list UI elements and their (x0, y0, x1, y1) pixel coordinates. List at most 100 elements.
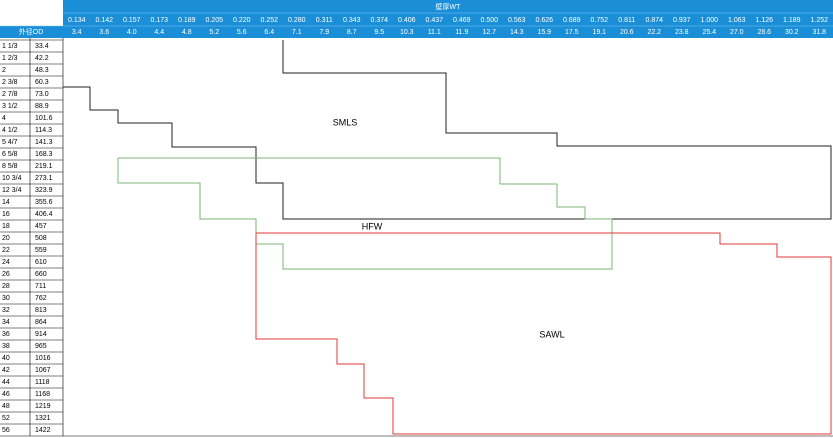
wt-inch: 0.343 (343, 17, 361, 24)
od-inch: 2 (2, 67, 6, 74)
wt-inch: 1.126 (755, 17, 773, 24)
smls-boundary (63, 40, 832, 220)
od-mm: 864 (35, 319, 47, 326)
od-mm: 1321 (35, 415, 51, 422)
od-mm: 660 (35, 271, 47, 278)
wt-mm: 7.1 (292, 29, 302, 36)
od-inch: 32 (2, 307, 10, 314)
wt-inch: 0.811 (618, 17, 635, 24)
od-inch: 28 (2, 283, 10, 290)
wt-inch: 0.563 (508, 17, 526, 24)
wt-inch: 1.063 (728, 17, 746, 24)
wt-inch: 0.469 (453, 17, 471, 24)
od-inch: 34 (2, 319, 10, 326)
wt-mm: 4.8 (182, 29, 192, 36)
wt-inch: 0.134 (68, 17, 86, 24)
od-inch: 4 1/2 (2, 127, 18, 134)
od-inch: 46 (2, 391, 10, 398)
od-inch: 1 1/3 (2, 43, 18, 50)
od-inch: 30 (2, 295, 10, 302)
wt-mm: 30.2 (785, 29, 799, 36)
od-inch: 14 (2, 199, 10, 206)
od-mm: 457 (35, 223, 47, 230)
od-mm: 610 (35, 259, 47, 266)
wt-mm: 15.9 (537, 29, 551, 36)
wt-inch: 0.752 (590, 17, 608, 24)
wt-inch: 0.252 (260, 17, 278, 24)
wt-mm: 25.4 (702, 29, 716, 36)
od-mm: 168.3 (35, 151, 53, 158)
od-mm: 323.9 (35, 187, 53, 194)
wt-inch: 0.205 (205, 17, 223, 24)
od-mm: 1118 (35, 379, 50, 386)
wt-mm: 20.6 (620, 29, 634, 36)
od-mm: 1168 (35, 391, 50, 398)
od-mm: 965 (35, 343, 47, 350)
wt-inch: 0.500 (480, 17, 498, 24)
wt-inch: 1.189 (783, 17, 801, 24)
wt-mm: 19.1 (592, 29, 606, 36)
wt-inch: 0.157 (123, 17, 141, 24)
wt-inch: 0.173 (150, 17, 168, 24)
wt-mm: 23.8 (675, 29, 689, 36)
od-inch: 3 1/2 (2, 103, 18, 110)
od-mm: 762 (35, 295, 47, 302)
od-header-band (0, 26, 63, 38)
wt-inch: 0.374 (370, 17, 388, 24)
wt-inch: 0.311 (316, 17, 333, 24)
header: 壁厚WT 外径OD 0.134 3.4 0.142 3.6 0.157 4.0 0.173 4… (0, 0, 833, 38)
wt-mm: 3.4 (72, 29, 82, 36)
od-mm: 88.9 (35, 103, 49, 110)
wt-mm: 6.4 (264, 29, 274, 36)
wt-mm: 3.6 (99, 29, 109, 36)
sawl-boundary (255, 232, 832, 435)
wt-inch: 0.937 (673, 17, 691, 24)
hfw-boundary (117, 157, 613, 270)
od-inch: 16 (2, 211, 10, 218)
wt-inch: 0.142 (95, 17, 113, 24)
wt-label: 壁厚WT (436, 2, 462, 11)
smls-label: SMLS (333, 117, 358, 127)
od-inch: 6 5/8 (2, 151, 18, 158)
od-inch: 42 (2, 367, 10, 374)
od-mm: 60.3 (35, 79, 49, 86)
wt-mm: 31.8 (812, 29, 826, 36)
wt-mm: 5.6 (237, 29, 247, 36)
od-mm: 73.0 (35, 91, 49, 98)
sawl-label: SAWL (539, 329, 564, 339)
wt-mm: 9.5 (374, 29, 384, 36)
wt-inch: 0.437 (425, 17, 443, 24)
od-mm: 559 (35, 247, 47, 254)
wt-mm: 4.4 (154, 29, 164, 36)
wt-mm: 4.0 (127, 29, 137, 36)
od-mm: 1067 (35, 367, 51, 374)
wt-mm: 10.3 (400, 29, 414, 36)
wt-mm: 22.2 (647, 29, 661, 36)
od-inch: 20 (2, 235, 10, 242)
od-mm: 42.2 (35, 55, 49, 62)
od-mm: 141.3 (35, 139, 53, 146)
od-mm: 914 (35, 331, 47, 338)
od-inch: 52 (2, 415, 10, 422)
od-inch: 40 (2, 355, 10, 362)
wt-inch: 0.280 (288, 17, 306, 24)
od-inch: 4 (2, 115, 6, 122)
od-mm: 1422 (35, 427, 51, 434)
od-mm: 114.3 (35, 127, 52, 134)
od-mm: 508 (35, 235, 47, 242)
od-mm: 101.6 (35, 115, 53, 122)
od-mm: 48.3 (35, 67, 49, 74)
od-mm: 406.4 (35, 211, 53, 218)
od-inch: 2 7/8 (2, 91, 18, 98)
grid: 1 1/3 33.4 1 2/3 42.2 2 48.3 2 3/8 60.3 2 7/8 73.… (0, 38, 833, 437)
wt-mm: 11.1 (428, 29, 441, 36)
wt-mm: 27.0 (730, 29, 744, 36)
od-mm: 33.4 (35, 43, 49, 50)
od-inch: 38 (2, 343, 10, 350)
header-band (63, 0, 833, 38)
od-inch: 2 3/8 (2, 79, 18, 86)
wt-inch: 0.689 (563, 17, 581, 24)
od-inch: 1 2/3 (2, 55, 18, 62)
od-inch: 56 (2, 427, 10, 434)
